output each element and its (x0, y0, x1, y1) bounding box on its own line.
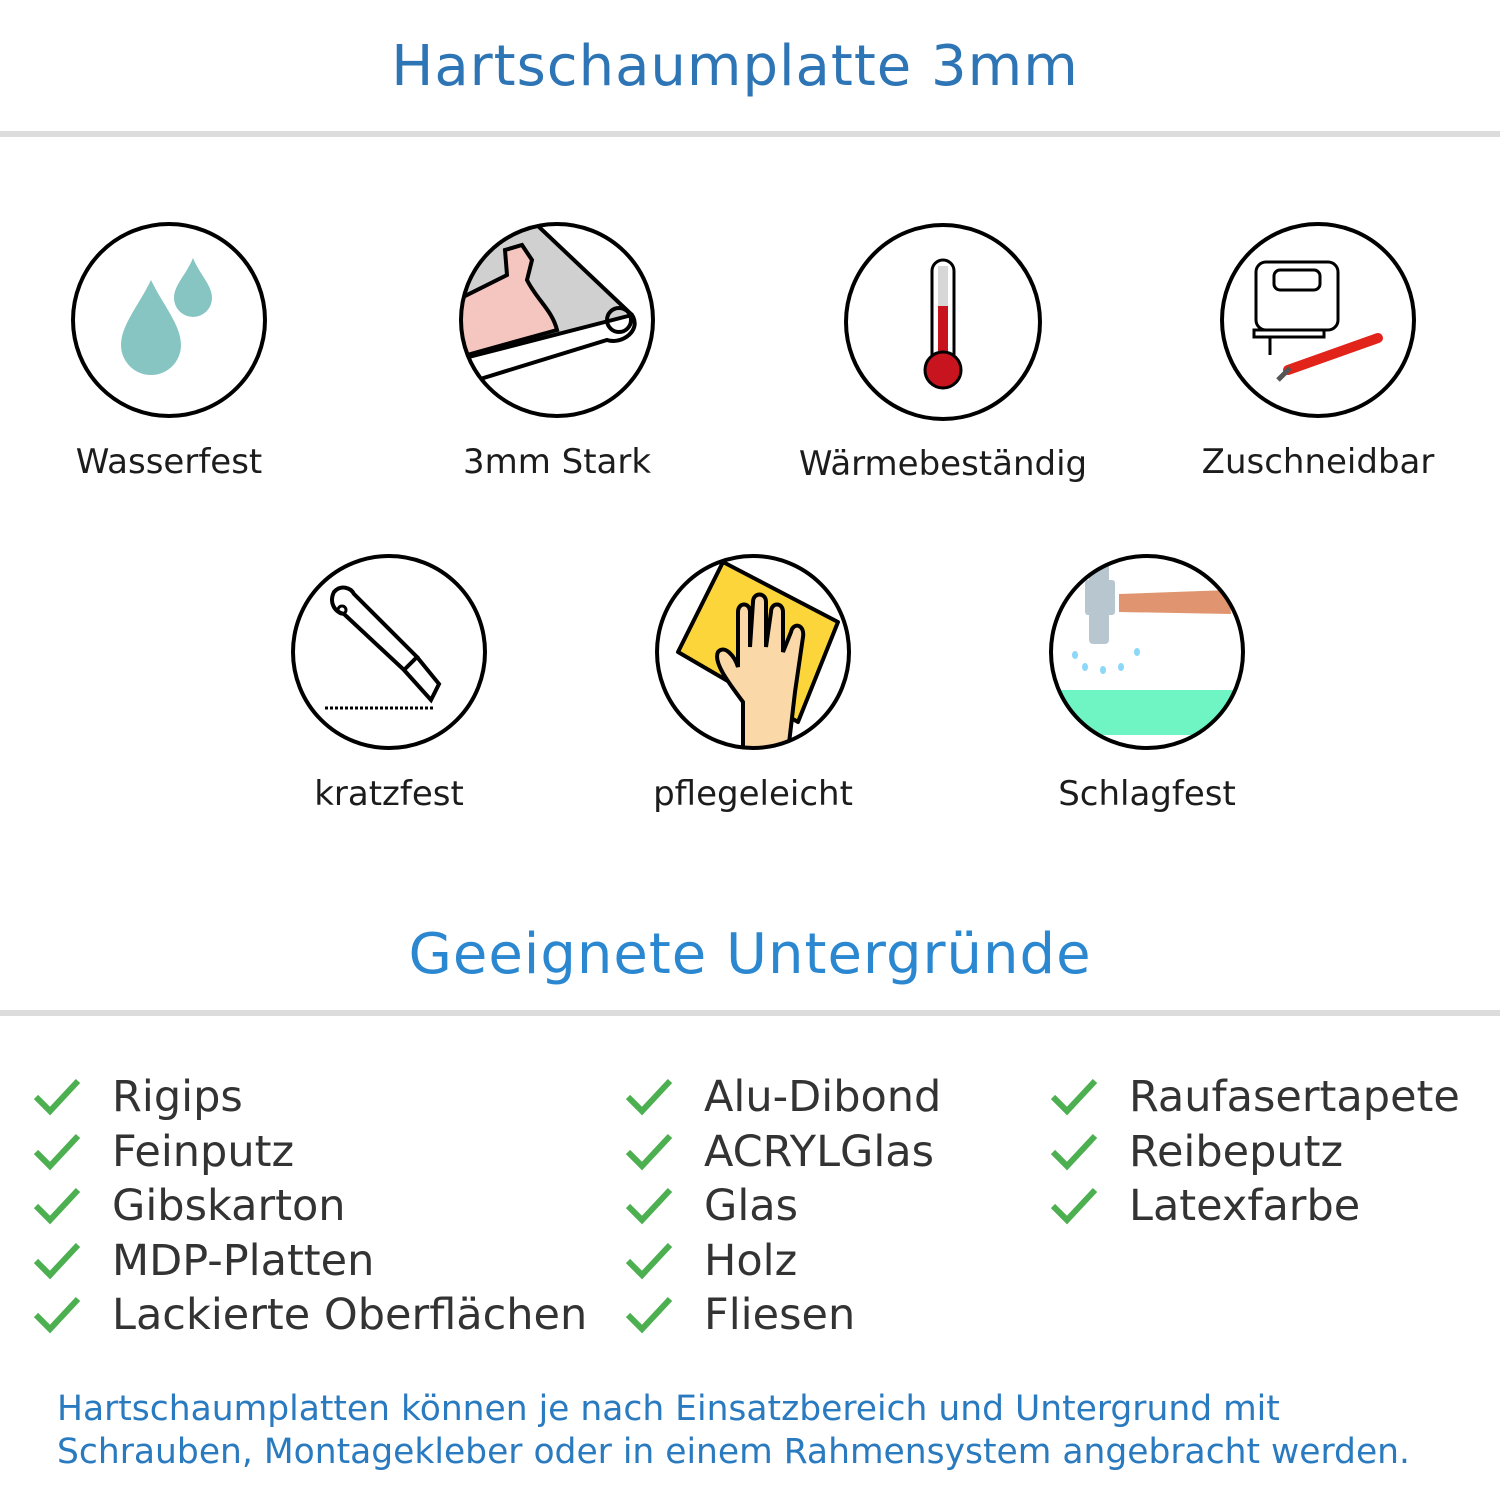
list-item-label: Glas (704, 1181, 799, 1231)
list-item-label: Raufasertapete (1129, 1072, 1460, 1122)
check-icon (625, 1133, 673, 1170)
feature-pflegeleicht: pflegeleicht (573, 552, 933, 814)
list-item: Holz (624, 1234, 797, 1288)
footer-line: Hartschaumplatten können je nach Einsatz… (57, 1389, 1280, 1429)
list-item: Raufasertapete (1049, 1070, 1460, 1124)
check-icon (1050, 1133, 1098, 1170)
list-item-label: Latexfarbe (1129, 1181, 1361, 1231)
list-item: MDP-Platten (32, 1234, 374, 1288)
check-icon (625, 1242, 673, 1279)
cleaning-hand-icon (655, 554, 851, 750)
list-item: Reibeputz (1049, 1125, 1343, 1179)
list-item-label: MDP-Platten (112, 1235, 375, 1286)
list-item: Fliesen (624, 1288, 855, 1342)
feature-waermebestaendig: Wärmebeständig (763, 222, 1123, 484)
check-icon (33, 1242, 81, 1279)
feature-label: pflegeleicht (653, 774, 853, 814)
strong-arm-icon (459, 222, 655, 418)
check-icon (1050, 1078, 1098, 1116)
check-icon (33, 1133, 81, 1170)
check-icon (33, 1187, 81, 1225)
jigsaw-cutter-icon (1220, 222, 1416, 418)
check-icon (33, 1078, 81, 1116)
footer-line: Schrauben, Montagekleber oder in einem R… (57, 1432, 1410, 1472)
feature-kratzfest: kratzfest (209, 552, 569, 814)
feature-schlagfest: Schlagfest (967, 552, 1327, 814)
list-item: Rigips (32, 1070, 243, 1124)
check-icon (625, 1296, 673, 1334)
feature-label: Schlagfest (1058, 774, 1236, 814)
section-title: Geeignete Untergründe (408, 922, 1092, 987)
footer-note: Hartschaumplatten können je nach Einsatz… (57, 1388, 1410, 1474)
utility-knife-icon (291, 554, 487, 750)
feature-zuschneidbar: Zuschneidbar (1138, 220, 1498, 482)
list-item-label: Holz (704, 1235, 798, 1286)
check-icon (1050, 1187, 1098, 1225)
list-item: Gibskarton (32, 1179, 346, 1233)
list-item-label: Fliesen (704, 1290, 856, 1340)
list-item: Alu-Dibond (624, 1070, 941, 1124)
feature-label: kratzfest (314, 774, 464, 814)
list-item: Latexfarbe (1049, 1179, 1360, 1233)
hammer-icon (1049, 554, 1245, 750)
page-title: Hartschaumplatte 3mm (391, 34, 1079, 99)
list-item-label: Feinputz (112, 1126, 295, 1177)
list-item-label: Lackierte Oberflächen (112, 1290, 588, 1340)
check-icon (33, 1296, 81, 1334)
feature-label: Wasserfest (75, 442, 263, 482)
divider (0, 131, 1500, 137)
check-icon (625, 1187, 673, 1225)
feature-label: Wärmebeständig (798, 444, 1088, 484)
feature-label: 3mm Stark (462, 442, 652, 482)
list-item: Feinputz (32, 1125, 294, 1179)
list-item-label: Reibeputz (1129, 1126, 1344, 1177)
feature-3mm-stark: 3mm Stark (377, 220, 737, 482)
list-item: Lackierte Oberflächen (32, 1288, 587, 1342)
divider (0, 1010, 1500, 1016)
thermometer-icon (844, 223, 1042, 421)
list-item-label: Alu-Dibond (704, 1072, 942, 1122)
list-item: Glas (624, 1179, 798, 1233)
water-drops-icon (71, 222, 267, 418)
list-item-label: Rigips (112, 1072, 243, 1122)
list-item-label: ACRYLGlas (704, 1126, 935, 1177)
check-icon (625, 1078, 673, 1116)
feature-label: Zuschneidbar (1201, 442, 1435, 482)
list-item: ACRYLGlas (624, 1125, 934, 1179)
list-item-label: Gibskarton (112, 1181, 346, 1231)
feature-wasserfest: Wasserfest (0, 220, 349, 482)
